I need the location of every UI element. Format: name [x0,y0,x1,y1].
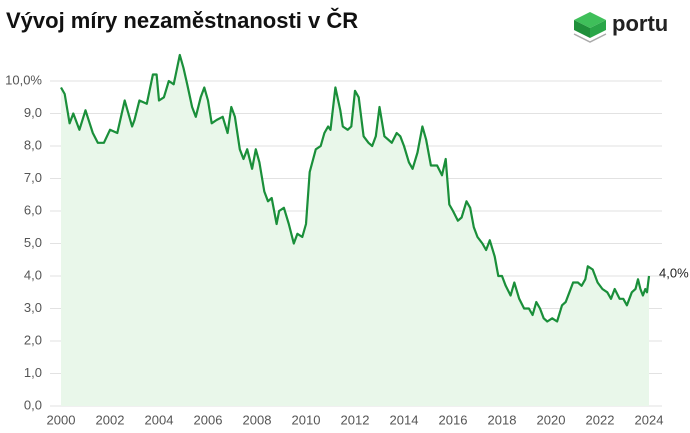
x-tick-label: 2010 [292,412,321,427]
x-tick-label: 2012 [341,412,370,427]
logo-text: portu [612,11,668,36]
x-tick-label: 2014 [390,412,419,427]
x-tick-label: 2002 [96,412,125,427]
y-tick-label: 4,0 [24,267,42,282]
y-tick-label: 5,0 [24,235,42,250]
x-tick-label: 2022 [586,412,615,427]
y-tick-label: 7,0 [24,170,42,185]
y-tick-label: 8,0 [24,137,42,152]
x-tick-label: 2006 [194,412,223,427]
chart-title: Vývoj míry nezaměstnanosti v ČR [6,8,358,33]
y-tick-label: 2,0 [24,332,42,347]
x-tick-label: 2024 [635,412,664,427]
value-label: 4,0% [659,265,689,280]
line [60,53,651,323]
x-tick-label: 2000 [47,412,76,427]
y-tick-label: 9,0 [24,105,42,120]
x-tick-label: 2020 [537,412,566,427]
logo-icon [573,12,607,43]
x-tick-label: 2004 [145,412,174,427]
x-tick-label: 2016 [439,412,468,427]
x-tick-label: 2018 [488,412,517,427]
y-tick-label: 6,0 [24,202,42,217]
y-tick-label: 0,0 [24,397,42,412]
y-tick-label: 3,0 [24,300,42,315]
y-tick-label: 10,0% [5,72,42,87]
x-tick-label: 2008 [243,412,272,427]
y-tick-label: 1,0 [24,365,42,380]
area [61,55,649,406]
